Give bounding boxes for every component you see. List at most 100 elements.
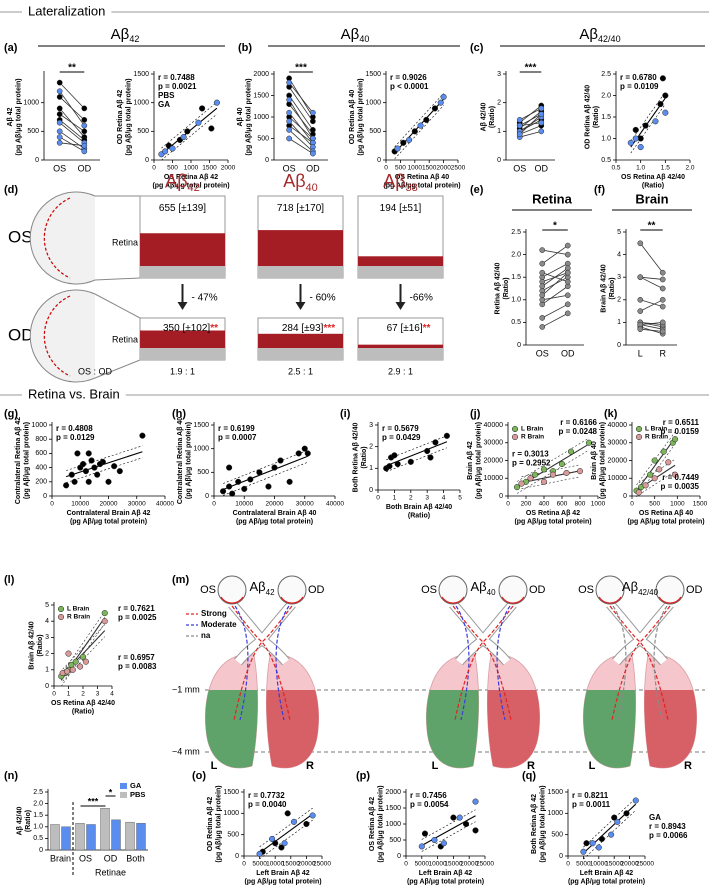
pair-line [519, 108, 542, 121]
value-text-main: 350 [±102] [163, 323, 210, 334]
value-text: 194 [±51] [380, 203, 422, 214]
row-label: OD [8, 325, 34, 344]
pair-line [519, 113, 542, 135]
depth-label: −1 mm [172, 684, 200, 694]
x-tick-label: 0 [50, 501, 54, 508]
y-tick-label: 40000 [484, 422, 504, 429]
y-axis-label: OD Retina Aβ 42 [117, 90, 124, 145]
panel-label: (q) [522, 770, 536, 782]
diagram-title-base: Aβ [622, 579, 638, 594]
y-tick-label: 0 [617, 342, 621, 349]
point [427, 454, 434, 461]
point [652, 118, 659, 125]
point [111, 463, 118, 470]
pair-line [639, 243, 664, 273]
y-tick-label: 0 [265, 157, 269, 164]
stat-text: p = 0.0083 [118, 662, 157, 671]
stat-text: r = 0.4808 [56, 424, 93, 433]
legend-label: PBS [130, 790, 145, 799]
x-tick-label: 2 [81, 691, 85, 698]
x-tick-label: 500 [167, 165, 178, 172]
pair-line [640, 328, 663, 332]
point [421, 830, 429, 837]
x-tick-label: Brain [50, 853, 71, 863]
x-tick-label: 600 [557, 501, 568, 508]
stat-text: p = 0.0011 [572, 800, 611, 809]
legend-label: Strong [201, 609, 227, 618]
point [256, 469, 263, 476]
y-tick-label: 0 [559, 853, 563, 860]
point [659, 296, 666, 303]
y-tick-label: 3 [497, 71, 501, 78]
stat-text: p = 0.0025 [118, 613, 157, 622]
point [518, 480, 525, 487]
y-tick-label: 1500 [223, 789, 239, 796]
point [418, 843, 425, 850]
point [286, 96, 292, 103]
diagram-title-base: Aβ [249, 579, 265, 594]
panel-label: (p) [356, 770, 370, 782]
y-axis-label: (pg Aβ/μg total protein) [475, 422, 482, 499]
point [637, 296, 644, 303]
stat-text: r = 0.8943 [649, 822, 686, 831]
value-text: 350 [±102]** [163, 323, 218, 334]
eye-label: OS [421, 584, 437, 596]
y-tick-label: 400 [35, 464, 47, 471]
y-axis-label: (pg Aβ/μg total protein) [357, 78, 364, 155]
x-tick-label: 10000 [235, 501, 253, 508]
eye [217, 575, 247, 605]
bar [100, 808, 110, 851]
pathway-crossed [611, 605, 671, 721]
stat-text: p = 0.0159 [661, 427, 700, 436]
y-tick-label: 1000 [23, 100, 39, 107]
hemisphere-label: R [527, 760, 535, 772]
point [80, 461, 87, 468]
pair-line [640, 324, 663, 330]
stat-text: r = 0.7456 [410, 791, 447, 800]
y-axis-label: (Ratio) [25, 810, 32, 832]
point [79, 653, 87, 660]
point [281, 840, 288, 847]
stat-text: p = 0.0429 [382, 433, 421, 442]
stat-text: r = 0.6780 [620, 73, 657, 82]
pair-line [288, 121, 314, 148]
stat-text: p = 0.0129 [56, 433, 95, 442]
point [540, 466, 548, 473]
y-tick-label: 600 [35, 450, 47, 457]
pathway-ipsi [275, 605, 290, 721]
x-tick-label: 1000 [591, 501, 606, 508]
point [589, 840, 596, 847]
eye [438, 575, 468, 605]
x-tick-label: 4 [442, 495, 446, 502]
y-tick-label: 500 [551, 832, 563, 839]
x-tick-label: R [659, 348, 666, 358]
value-text: 284 [±93]*** [282, 323, 335, 334]
point [77, 663, 84, 670]
point [423, 116, 430, 123]
depth-label: −4 mm [172, 746, 200, 756]
retina-band [258, 333, 343, 348]
y-axis-label: (pg Aβ/μg total protein) [215, 785, 222, 862]
x-tick-label: 15000 [444, 861, 462, 868]
sig-label: ** [648, 221, 656, 232]
pair-line [640, 299, 663, 307]
y-tick-label: 0 [623, 493, 627, 500]
y-tick-label: 5 [45, 602, 49, 609]
point [96, 461, 104, 468]
bar [111, 819, 121, 851]
point [585, 439, 593, 446]
y-tick-label: 1500 [253, 92, 269, 99]
hemisphere-label: R [684, 760, 692, 772]
point [647, 471, 654, 478]
x-tick-label: 1500 [693, 501, 708, 508]
pair-line [542, 294, 568, 301]
point [411, 128, 418, 135]
brain-lobe-low [266, 690, 319, 768]
y-tick-label: 0 [205, 493, 209, 500]
value-text-main: 67 [±16] [387, 323, 423, 334]
y-tick-label: 1000 [385, 821, 401, 828]
retina-band [258, 230, 343, 266]
x-tick-label: 20000 [460, 861, 478, 868]
point [81, 128, 88, 135]
y-tick-label: 10000 [608, 475, 628, 482]
